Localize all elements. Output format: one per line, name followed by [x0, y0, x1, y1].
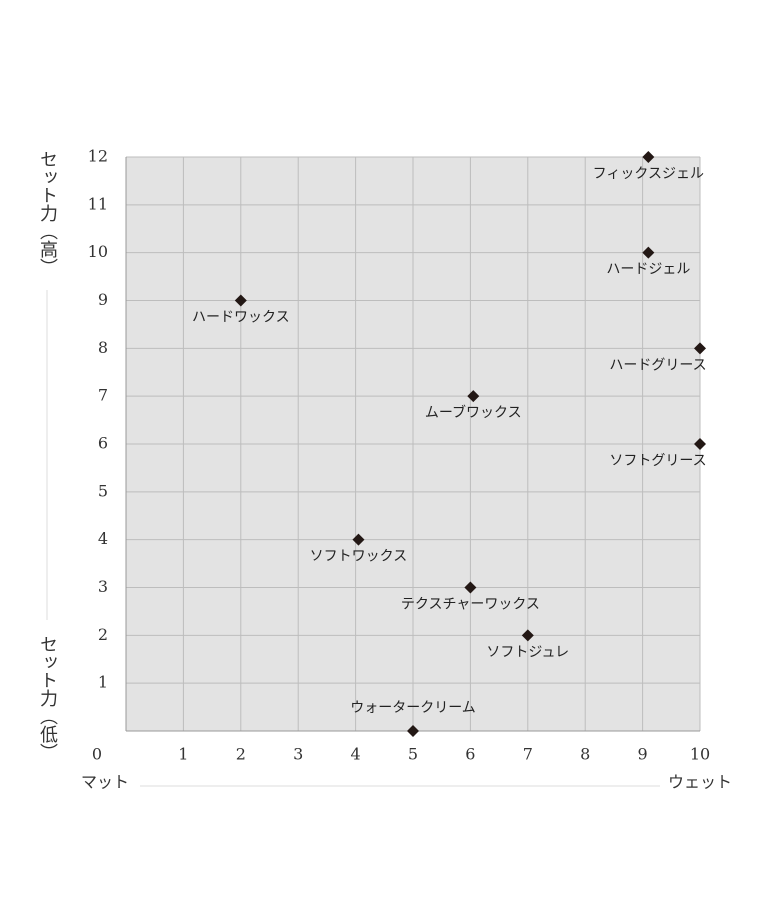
point	[352, 533, 365, 546]
point-label: ソフトジュレ	[486, 644, 569, 660]
point	[694, 342, 706, 355]
y-tick-label: 1	[98, 673, 108, 692]
point	[521, 629, 534, 642]
point-label: ハードジェル	[606, 262, 690, 278]
point	[407, 725, 419, 737]
y-tick-label: 8	[98, 338, 108, 357]
point-label: ハードグリース	[609, 357, 706, 373]
point	[642, 151, 655, 163]
x-tick-label: 8	[580, 745, 590, 764]
point	[464, 581, 477, 594]
x-tick-label: 9	[638, 745, 648, 764]
y-tick-label: 3	[98, 577, 108, 596]
point-label: ソフトワックス	[310, 549, 408, 565]
x-tick-label: 2	[236, 745, 246, 764]
x-tick-label: 5	[408, 745, 418, 764]
y-tick-label: 5	[98, 481, 108, 500]
y-tick-label: 0	[92, 745, 102, 764]
y-tick-label: 7	[98, 386, 108, 405]
point-label: フィックスジェル	[593, 166, 704, 182]
point	[694, 438, 706, 450]
x-tick-label: 6	[465, 745, 475, 764]
point	[467, 390, 480, 403]
point	[234, 294, 247, 307]
x-tick-label: 7	[523, 745, 533, 764]
y-tick-label: 9	[98, 290, 108, 309]
x-tick-label: 1	[178, 745, 188, 764]
y-tick-label: 4	[98, 529, 108, 548]
point	[642, 246, 655, 259]
point-label: ソフトグリース	[609, 453, 706, 469]
x-tick-label: 4	[351, 745, 361, 764]
x-tick-label: 3	[293, 745, 303, 764]
point-label: ウォータークリーム	[350, 700, 476, 716]
point-label: ムーブワックス	[425, 404, 522, 421]
y-axis-label: セット力（低）	[37, 635, 58, 761]
x-axis-label: ウェット	[668, 773, 732, 792]
y-tick-label: 10	[88, 242, 108, 261]
y-axis-label: セット力（高）	[37, 150, 58, 276]
point-label: ハードワックス	[192, 310, 290, 326]
y-tick-label: 2	[98, 625, 108, 644]
y-tick-label: 12	[88, 147, 108, 166]
y-tick-label: 11	[88, 194, 108, 213]
x-tick-label: 10	[690, 745, 710, 764]
point-label: テクスチャーワックス	[401, 597, 540, 613]
y-tick-label: 6	[98, 434, 108, 453]
x-axis-label: マット	[81, 773, 129, 792]
